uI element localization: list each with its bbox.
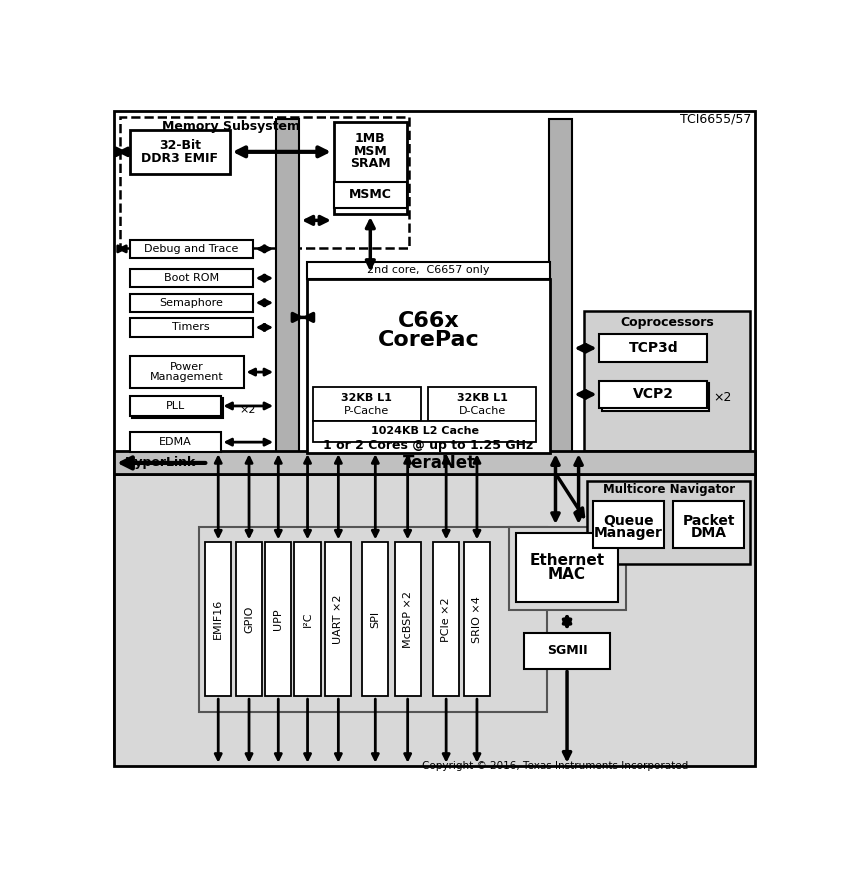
Bar [673, 501, 745, 548]
Text: Debug and Trace: Debug and Trace [144, 244, 238, 253]
Text: P-Cache: P-Cache [344, 406, 389, 415]
Text: DDR3 EMIF: DDR3 EMIF [142, 151, 218, 164]
Bar [516, 533, 618, 602]
Bar [313, 386, 421, 420]
Text: MAC: MAC [548, 567, 586, 582]
Bar [130, 239, 253, 258]
Text: PLL: PLL [165, 401, 185, 411]
Text: HyperLink: HyperLink [125, 456, 196, 469]
Bar [205, 542, 232, 697]
Text: C66x: C66x [398, 311, 460, 331]
Bar [428, 386, 536, 420]
Bar [433, 542, 460, 697]
Bar [265, 542, 292, 697]
Bar [594, 501, 664, 548]
Text: TCI6655/57: TCI6655/57 [680, 113, 752, 126]
Bar [130, 294, 253, 312]
Text: McBSP ×2: McBSP ×2 [403, 591, 413, 648]
Text: D-Cache: D-Cache [459, 406, 506, 415]
Text: SPI: SPI [371, 611, 380, 628]
Bar [130, 129, 230, 174]
Text: ×2: ×2 [713, 391, 732, 404]
Text: 2nd core,  C6657 only: 2nd core, C6657 only [367, 266, 489, 275]
Bar [236, 542, 262, 697]
Bar [307, 279, 550, 453]
Bar [130, 318, 253, 336]
Bar [524, 633, 611, 669]
Bar [199, 527, 547, 711]
Bar [464, 542, 490, 697]
Text: UPP: UPP [273, 608, 283, 630]
Text: Semaphore: Semaphore [159, 298, 223, 308]
Text: Queue: Queue [603, 514, 654, 528]
Text: Management: Management [150, 372, 224, 383]
Bar [114, 475, 755, 766]
Text: 1MB: 1MB [355, 132, 386, 145]
Text: CorePac: CorePac [377, 330, 479, 350]
Bar [587, 481, 750, 564]
Bar [313, 420, 536, 442]
Text: Manager: Manager [594, 526, 663, 540]
Text: 32-Bit: 32-Bit [159, 139, 201, 152]
Bar [600, 380, 707, 408]
Text: PCIe ×2: PCIe ×2 [441, 597, 451, 642]
Text: SRIO ×4: SRIO ×4 [472, 596, 482, 642]
Bar [334, 182, 407, 208]
Bar [276, 119, 299, 475]
Text: SRAM: SRAM [350, 157, 391, 170]
Text: Coprocessors: Coprocessors [620, 316, 714, 329]
Text: I²C: I²C [303, 612, 313, 627]
Bar [549, 119, 572, 475]
Text: SGMII: SGMII [547, 644, 588, 657]
Bar [584, 311, 750, 451]
Text: TCP3d: TCP3d [628, 341, 678, 355]
Text: Copyright © 2016, Texas Instruments Incorporated: Copyright © 2016, Texas Instruments Inco… [421, 760, 688, 771]
Text: Memory Subsystem: Memory Subsystem [162, 120, 300, 133]
Text: 1 or 2 Cores @ up to 1.25 GHz: 1 or 2 Cores @ up to 1.25 GHz [323, 439, 533, 452]
Bar [130, 396, 220, 416]
Bar [114, 451, 755, 475]
Bar [130, 432, 220, 452]
Text: ×2: ×2 [239, 405, 255, 415]
Bar [130, 269, 253, 288]
Bar [602, 383, 710, 411]
Text: Packet: Packet [683, 514, 735, 528]
Bar [600, 335, 707, 362]
Bar [334, 121, 407, 214]
Text: Power: Power [170, 362, 204, 371]
Text: Timers: Timers [172, 323, 210, 332]
Text: 32KB L1: 32KB L1 [457, 393, 508, 403]
Text: TeraNet: TeraNet [403, 454, 476, 472]
Text: MSMC: MSMC [349, 189, 392, 202]
Bar [394, 542, 421, 697]
Text: MSM: MSM [354, 144, 388, 157]
Text: GPIO: GPIO [244, 606, 254, 633]
Bar [326, 542, 351, 697]
Bar [132, 399, 223, 419]
Text: EDMA: EDMA [159, 437, 192, 447]
Bar [130, 356, 243, 388]
Text: DMA: DMA [691, 526, 727, 540]
Bar [509, 527, 626, 610]
Bar [362, 542, 388, 697]
Text: 32KB L1: 32KB L1 [342, 393, 393, 403]
Text: Ethernet: Ethernet [529, 553, 605, 568]
Text: UART ×2: UART ×2 [333, 594, 343, 644]
Text: EMIF16: EMIF16 [213, 599, 223, 640]
Text: 1024KB L2 Cache: 1024KB L2 Cache [371, 427, 478, 436]
Bar [294, 542, 321, 697]
Text: VCP2: VCP2 [633, 387, 674, 401]
Text: Multicore Navigator: Multicore Navigator [603, 483, 734, 496]
Text: Boot ROM: Boot ROM [164, 274, 219, 283]
Bar [120, 117, 410, 248]
Bar [307, 262, 550, 279]
